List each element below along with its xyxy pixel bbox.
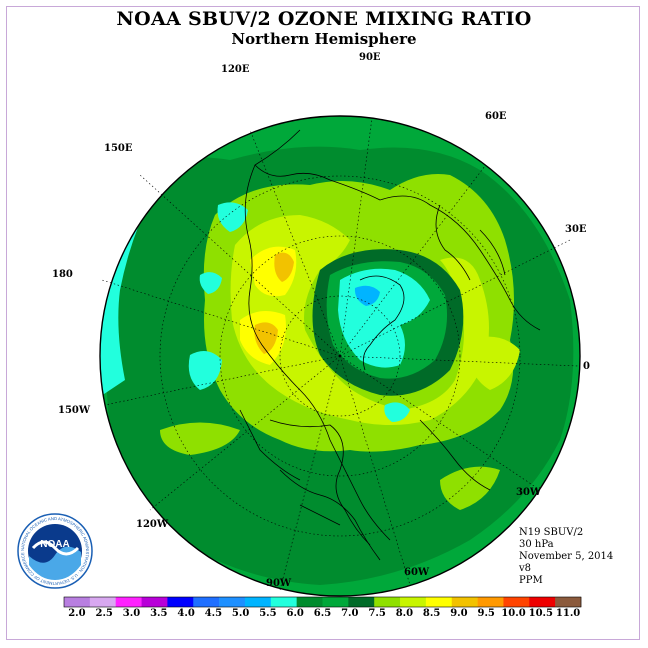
colorbar-label: 10.0	[501, 608, 526, 619]
graticule	[101, 117, 579, 591]
info-units: PPM	[519, 575, 543, 586]
lon-label-60w: 60W	[404, 567, 430, 578]
colorbar-label: 6.0	[286, 608, 304, 619]
colorbar-swatch	[400, 597, 427, 607]
colorbar-label: 7.5	[368, 608, 386, 619]
coastlines	[239, 129, 541, 561]
map-title: NOAA SBUV/2 OZONE MIXING RATIO	[116, 8, 532, 30]
colorbar-label: 5.0	[231, 608, 250, 619]
lon-label-30e: 30E	[565, 224, 587, 235]
lon-label-30w: 30W	[516, 487, 542, 498]
lon-label-150e: 150E	[104, 143, 133, 154]
colorbar-swatch	[529, 597, 556, 607]
colorbar-label: 9.0	[450, 608, 468, 619]
colorbar-swatch	[64, 597, 91, 607]
colorbar-swatch	[193, 597, 220, 607]
ozone-field	[100, 116, 580, 596]
colorbar-swatch	[503, 597, 530, 607]
colorbar-label: 8.0	[395, 608, 414, 619]
lon-label-90e: 90E	[359, 52, 381, 63]
info-block: N19 SBUV/2 30 hPa November 5, 2014 v8 PP…	[519, 527, 613, 587]
colorbar-label: 5.5	[259, 608, 277, 619]
image-frame	[6, 6, 640, 640]
colorbar-label: 3.0	[122, 608, 141, 619]
lon-label-90w: 90W	[266, 578, 292, 589]
info-instrument: N19 SBUV/2	[519, 527, 584, 538]
colorbar-swatch	[244, 597, 272, 607]
colorbar-label: 2.5	[95, 608, 113, 619]
colorbar-label: 3.5	[150, 608, 168, 619]
colorbar-swatch	[141, 597, 168, 607]
colorbar-swatch	[374, 597, 401, 607]
colorbar-swatch	[89, 597, 116, 607]
lon-label-0: 0	[583, 361, 590, 372]
colorbar-label: 4.0	[177, 608, 195, 619]
colorbar-label: 10.5	[528, 608, 553, 619]
colorbar-swatch	[270, 597, 297, 607]
colorbar-swatch	[451, 597, 478, 607]
lon-label-60e: 60E	[485, 111, 507, 122]
colorbar-label: 4.5	[204, 608, 223, 619]
lon-label-120w: 120W	[136, 519, 169, 530]
colorbar-swatch	[425, 597, 453, 607]
colorbar-swatch	[348, 597, 375, 607]
info-date: November 5, 2014	[519, 551, 614, 562]
colorbar-label: 11.0	[555, 608, 581, 619]
colorbar-label: 8.5	[422, 608, 441, 619]
colorbar-swatch	[296, 597, 323, 607]
info-pressure: 30 hPa	[519, 539, 554, 550]
colorbar-label: 7.0	[341, 608, 359, 619]
colorbar-swatch	[115, 597, 142, 607]
map-subtitle: Northern Hemisphere	[231, 30, 417, 48]
colorbar-border	[63, 596, 582, 608]
lon-label-120e: 120E	[221, 64, 250, 75]
colorbar-swatch	[167, 597, 194, 607]
colorbar	[63, 596, 582, 608]
colorbar-swatch	[219, 597, 246, 607]
lon-label-150w: 150W	[58, 405, 91, 416]
colorbar-label: 2.0	[68, 608, 86, 619]
colorbar-label: 9.5	[477, 608, 495, 619]
info-version: v8	[519, 563, 532, 574]
colorbar-swatch	[322, 597, 349, 607]
colorbar-swatch	[555, 597, 582, 607]
colorbar-label: 6.5	[313, 608, 332, 619]
colorbar-swatch	[477, 597, 504, 607]
hemisphere-outline	[99, 115, 581, 597]
lon-label-180: 180	[52, 269, 73, 280]
